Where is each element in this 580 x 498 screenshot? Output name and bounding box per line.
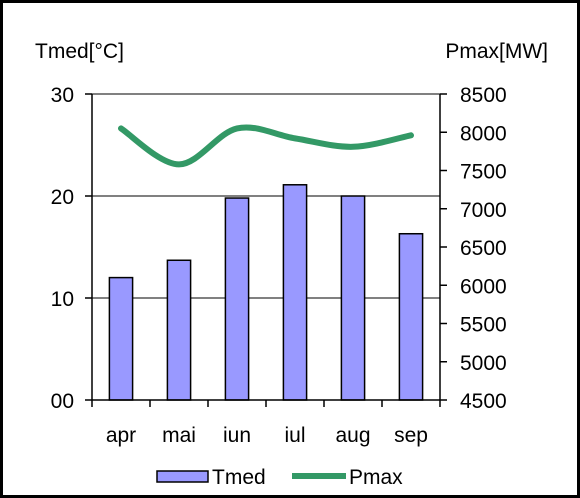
bar-apr [108, 276, 134, 401]
left-axis-title: Tmed[°C] [35, 40, 124, 63]
category-label-iul: iul [284, 424, 305, 447]
pmax-series-line [118, 124, 414, 168]
right-tick-label: 4500 [460, 390, 507, 413]
right-tick-label: 6500 [460, 237, 507, 260]
right-tick-label: 5000 [460, 352, 507, 375]
right-tick-label: 5500 [460, 314, 507, 337]
left-axis-ticks: 00 10 20 30 [51, 84, 92, 413]
legend-label-pmax: Pmax [349, 466, 403, 489]
tmed-bars [108, 184, 424, 401]
right-axis-ticks: 4500 5000 5500 6000 6500 7000 7500 8000 8500 [440, 84, 507, 413]
category-labels: apr mai iun iul aug sep [106, 424, 428, 447]
bar-aug [340, 195, 366, 401]
bar-iul [282, 184, 308, 401]
category-label-sep: sep [394, 424, 428, 447]
left-tick-label: 00 [51, 390, 74, 413]
left-tick-label: 30 [51, 84, 74, 107]
right-tick-label: 6000 [460, 275, 507, 298]
legend-swatch-tmed [156, 470, 209, 483]
gridlines [92, 93, 440, 299]
legend: Tmed Pmax [156, 466, 403, 489]
bar-sep [398, 232, 424, 401]
bar-mai [166, 259, 192, 401]
right-tick-label: 7000 [460, 199, 507, 222]
legend-label-tmed: Tmed [212, 466, 266, 489]
category-label-mai: mai [162, 424, 196, 447]
right-tick-label: 7500 [460, 161, 507, 184]
left-tick-label: 20 [51, 186, 74, 209]
right-tick-label: 8500 [460, 84, 507, 107]
category-label-iun: iun [223, 424, 251, 447]
left-tick-label: 10 [51, 288, 74, 311]
category-label-apr: apr [106, 424, 136, 447]
category-label-aug: aug [335, 424, 370, 447]
pmax-line [118, 124, 414, 168]
bar-iun [224, 197, 250, 401]
right-axis-title: Pmax[MW] [445, 40, 548, 63]
right-tick-label: 8000 [460, 122, 507, 145]
